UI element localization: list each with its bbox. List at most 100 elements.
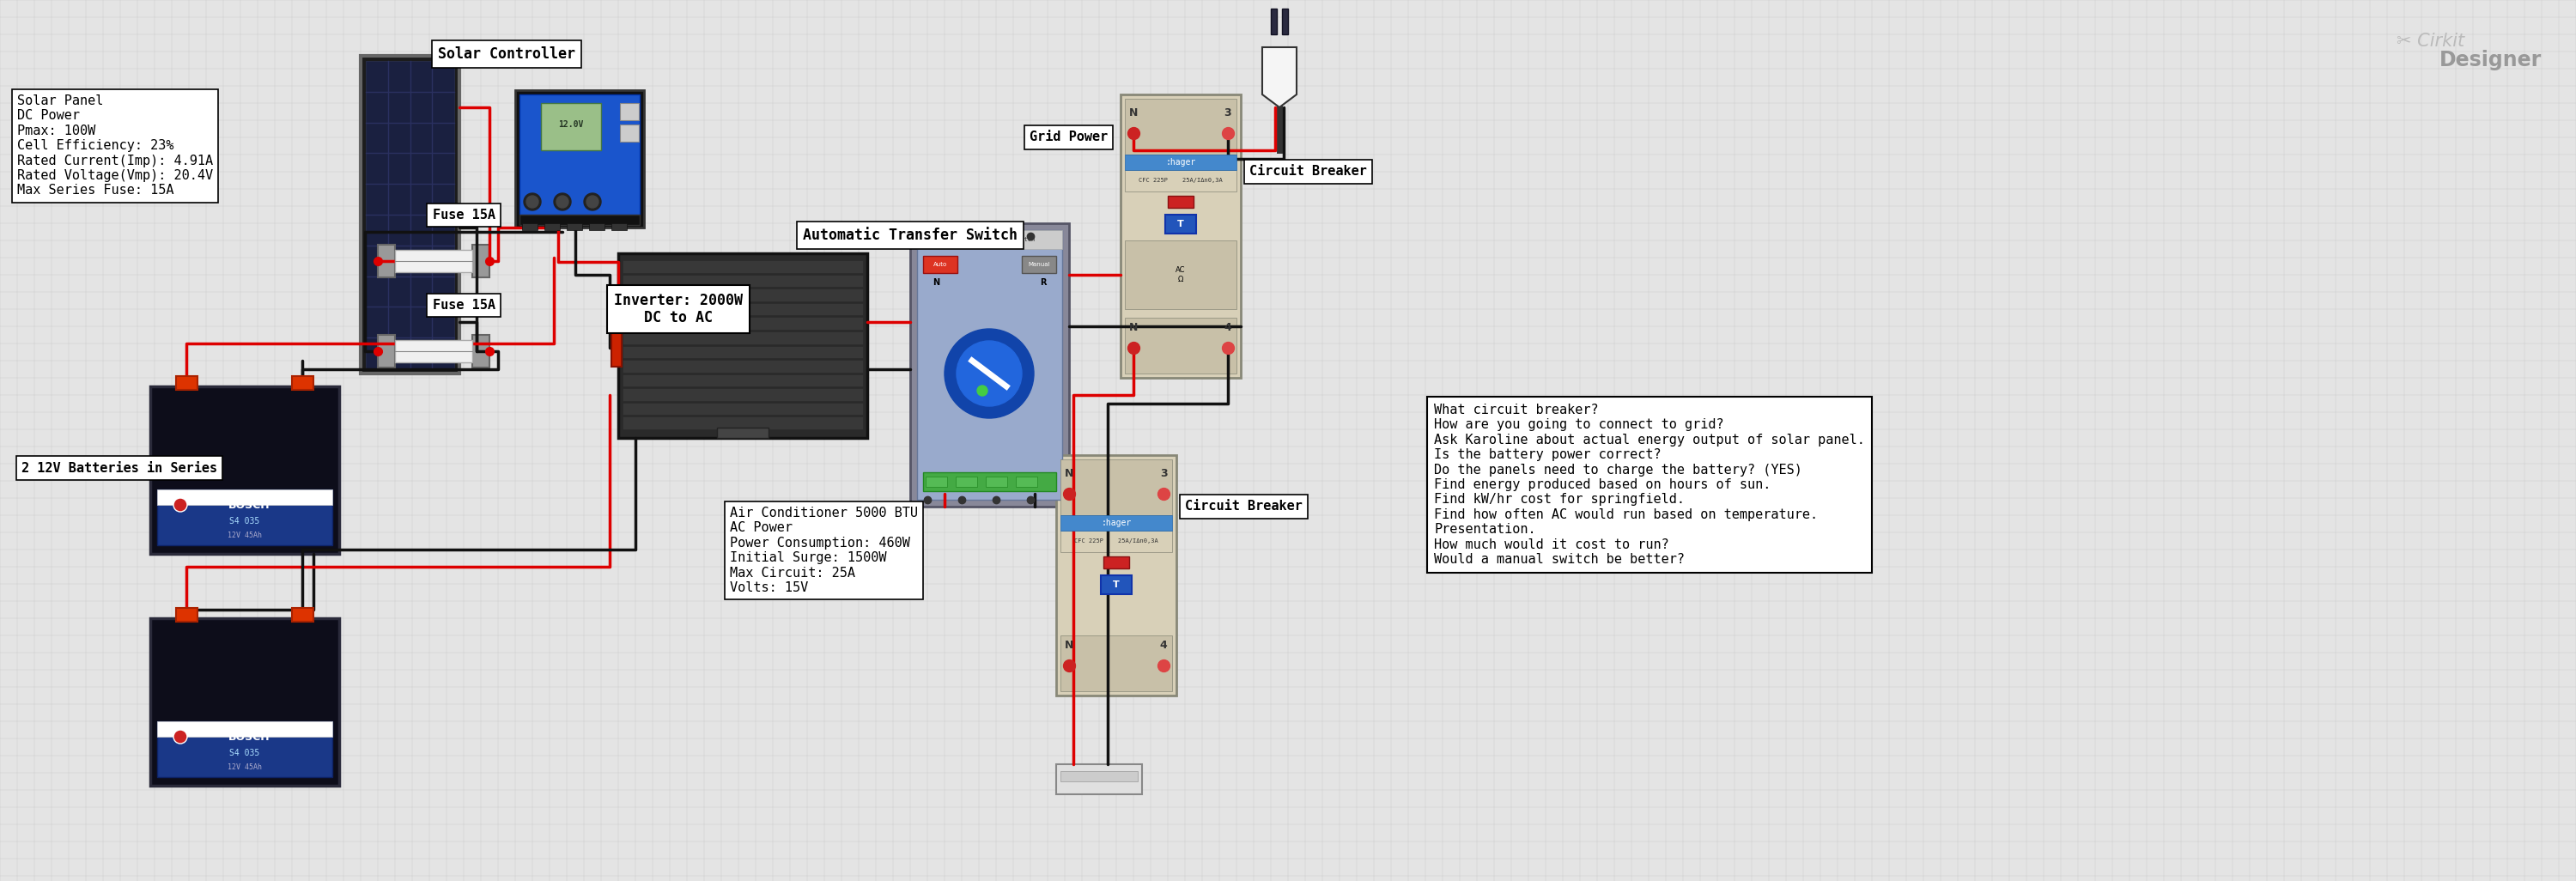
Bar [1126, 170, 1236, 191]
Bar [922, 255, 958, 273]
Bar [956, 477, 976, 487]
Bar [618, 254, 868, 438]
Bar [523, 223, 538, 230]
Bar [1126, 241, 1236, 309]
Bar [590, 223, 605, 230]
Bar [1056, 764, 1141, 795]
Bar [623, 289, 863, 301]
Bar [909, 223, 1069, 507]
Text: 3: 3 [1159, 468, 1167, 479]
Polygon shape [1262, 48, 1296, 107]
Text: 12V 45Ah: 12V 45Ah [227, 531, 263, 539]
Circle shape [556, 196, 569, 208]
Bar [291, 608, 314, 622]
Bar [175, 376, 198, 389]
Bar [1061, 459, 1172, 515]
Bar [379, 245, 394, 278]
Bar [623, 274, 863, 287]
Text: CFC 225P    25A/IΔn0,3A: CFC 225P 25A/IΔn0,3A [1139, 178, 1224, 183]
Bar [987, 477, 1007, 487]
Bar [515, 90, 644, 227]
Text: 4: 4 [1159, 640, 1167, 651]
Text: Fuse 15A: Fuse 15A [433, 209, 495, 221]
Text: N: N [933, 278, 940, 287]
Bar [1056, 455, 1177, 695]
Text: Circuit Breaker: Circuit Breaker [1185, 500, 1303, 513]
Bar [925, 477, 948, 487]
Bar [611, 320, 621, 366]
Bar [1164, 215, 1195, 233]
Text: N: N [1064, 640, 1074, 651]
Text: :hager: :hager [1164, 158, 1195, 167]
Text: 4: 4 [1224, 322, 1231, 333]
Bar [1061, 515, 1172, 530]
Bar [1126, 154, 1236, 170]
Bar [623, 374, 863, 387]
Text: Grid Power: Grid Power [1030, 131, 1108, 144]
Bar [520, 215, 639, 225]
Text: 12.0V: 12.0V [559, 120, 585, 129]
Bar [1061, 530, 1172, 552]
Bar [611, 223, 626, 230]
Text: AC
Ω: AC Ω [1175, 266, 1185, 283]
Bar [623, 317, 863, 329]
Text: 3: 3 [1224, 107, 1231, 119]
Text: S4 035: S4 035 [229, 749, 260, 758]
Bar [291, 376, 314, 389]
Bar [716, 427, 768, 438]
Text: CFC 225P    25A/IΔn0,3A: CFC 225P 25A/IΔn0,3A [1074, 538, 1159, 544]
Circle shape [173, 729, 188, 744]
Text: BOSCH: BOSCH [229, 731, 270, 743]
Circle shape [523, 193, 541, 211]
Text: Solar Panel
DC Power
Pmax: 100W
Cell Efficiency: 23%
Rated Current(Imp): 4.91A
R: Solar Panel DC Power Pmax: 100W Cell Eff… [18, 94, 214, 197]
Circle shape [526, 196, 538, 208]
Text: Automatic Transfer Switch: Automatic Transfer Switch [804, 227, 1018, 243]
Bar [157, 722, 332, 777]
Bar [520, 94, 639, 215]
Bar [157, 490, 332, 505]
Bar [541, 103, 600, 151]
Bar [1283, 9, 1288, 34]
Bar [623, 417, 863, 429]
Text: BOSCH: BOSCH [229, 500, 270, 510]
Text: T: T [1113, 581, 1121, 589]
Bar [917, 230, 1061, 500]
Bar [1270, 9, 1278, 34]
Bar [149, 387, 340, 554]
Text: Fuse 15A: Fuse 15A [433, 299, 495, 312]
Bar [922, 472, 1056, 492]
Text: N: N [1064, 468, 1074, 479]
Text: 12V 45Ah: 12V 45Ah [227, 763, 263, 771]
Bar [1061, 635, 1172, 692]
Bar [361, 56, 459, 374]
Bar [1015, 477, 1038, 487]
Bar [471, 335, 489, 367]
Circle shape [554, 193, 572, 211]
Bar [1023, 255, 1056, 273]
Circle shape [587, 196, 598, 208]
Bar [1126, 318, 1236, 374]
Text: Automatic Transfer Switch: Automatic Transfer Switch [943, 237, 1036, 242]
Text: S4 035: S4 035 [229, 517, 260, 525]
Text: Air Conditioner 5000 BTU
AC Power
Power Consumption: 460W
Initial Surge: 1500W
M: Air Conditioner 5000 BTU AC Power Power … [729, 507, 917, 594]
Text: 2 12V Batteries in Series: 2 12V Batteries in Series [21, 462, 216, 474]
Text: Auto: Auto [933, 262, 948, 267]
Bar [1167, 196, 1193, 208]
Text: Circuit Breaker: Circuit Breaker [1249, 166, 1368, 178]
Text: R: R [1041, 278, 1046, 287]
Bar [623, 403, 863, 415]
Bar [157, 490, 332, 545]
Bar [1100, 575, 1131, 594]
Bar [1061, 771, 1139, 781]
Bar [623, 359, 863, 373]
Bar [623, 331, 863, 344]
Circle shape [956, 341, 1023, 406]
Bar [379, 335, 394, 367]
Circle shape [585, 193, 600, 211]
Bar [471, 245, 489, 278]
Bar [394, 340, 471, 362]
Bar [157, 722, 332, 737]
Circle shape [945, 329, 1033, 418]
Circle shape [976, 386, 987, 396]
Bar [623, 260, 863, 273]
